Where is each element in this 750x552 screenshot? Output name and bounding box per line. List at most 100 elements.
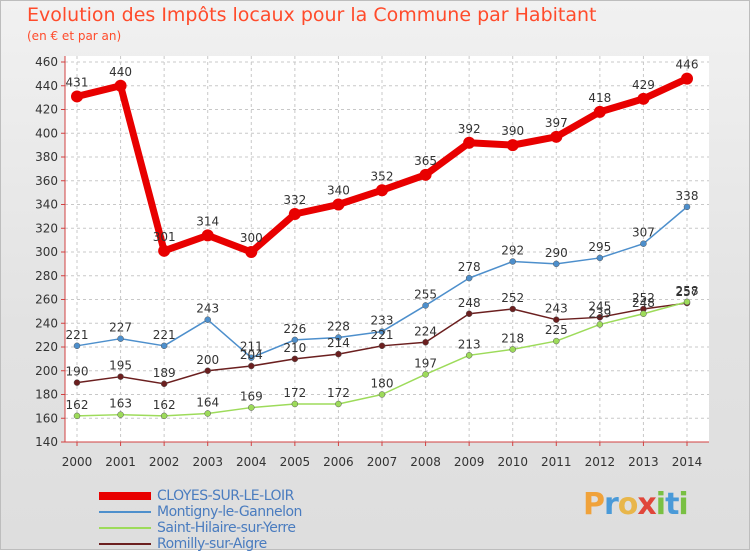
data-label: 292 (501, 244, 524, 258)
chart-title: Evolution des Impôts locaux pour la Comm… (27, 4, 597, 26)
y-tick-label: 400 (35, 126, 58, 140)
data-label: 252 (632, 291, 655, 305)
y-tick-label: 240 (35, 316, 58, 330)
data-point (378, 391, 386, 398)
data-label: 314 (196, 214, 219, 228)
legend-label: Romilly-sur-Aigre (157, 536, 267, 552)
data-label: 301 (153, 230, 176, 244)
data-label: 180 (371, 377, 394, 391)
proxiti-logo: Proxiti (583, 487, 689, 522)
y-tick-label: 160 (35, 411, 58, 425)
y-tick-label: 420 (35, 103, 58, 117)
data-point (335, 350, 342, 358)
data-label: 233 (371, 314, 394, 328)
data-label: 295 (588, 240, 611, 254)
logo-letter: i (655, 487, 666, 522)
data-point (376, 184, 388, 197)
data-point (596, 321, 604, 328)
data-label: 189 (153, 366, 176, 380)
data-label: 300 (240, 231, 263, 245)
data-point (245, 246, 258, 258)
data-point (465, 310, 473, 317)
data-label: 429 (632, 78, 655, 92)
legend-item: Montigny-le-Gannelon (99, 504, 302, 520)
data-point (422, 371, 429, 378)
data-label: 227 (109, 321, 132, 335)
y-tick-label: 320 (35, 221, 58, 235)
data-point (596, 254, 604, 262)
data-point (201, 229, 214, 242)
y-tick-label: 300 (35, 245, 58, 259)
legend-swatch (99, 492, 151, 500)
data-point (248, 404, 255, 411)
x-tick-label: 2003 (192, 455, 223, 469)
data-point (73, 412, 81, 420)
data-label: 204 (240, 348, 263, 362)
y-tick-label: 200 (35, 364, 58, 378)
data-label: 243 (545, 302, 568, 316)
data-point (73, 379, 81, 386)
y-tick-label: 340 (35, 198, 58, 212)
data-label: 190 (66, 365, 89, 379)
data-point (465, 352, 473, 359)
data-point (378, 328, 386, 335)
data-label: 365 (414, 154, 437, 168)
data-label: 218 (501, 331, 524, 345)
data-label: 210 (283, 341, 306, 355)
y-tick-label: 220 (35, 340, 58, 354)
legend-item: CLOYES-SUR-LE-LOIR (99, 488, 302, 504)
data-point (553, 337, 560, 345)
data-point (422, 339, 429, 346)
data-label: 162 (66, 398, 89, 412)
x-tick-label: 2013 (628, 455, 659, 469)
data-point (640, 240, 647, 247)
chart-subtitle: (en € et par an) (27, 29, 122, 43)
data-point (509, 346, 516, 353)
data-point (73, 342, 81, 350)
x-tick-label: 2004 (236, 455, 267, 469)
data-label: 225 (545, 323, 568, 337)
data-label: 172 (283, 386, 306, 400)
legend: CLOYES-SUR-LE-LOIR Montigny-le-Gannelon Sa… (99, 488, 302, 552)
data-point (463, 136, 476, 149)
logo-letter: i (678, 487, 688, 522)
data-point (291, 336, 299, 344)
data-point (683, 298, 691, 306)
x-tick-label: 2012 (585, 455, 616, 469)
data-label: 172 (327, 386, 350, 400)
data-point (640, 310, 647, 317)
data-point (681, 72, 693, 85)
data-label: 258 (676, 284, 699, 298)
data-label: 392 (458, 122, 481, 136)
data-label: 307 (632, 226, 655, 240)
data-label: 248 (458, 296, 481, 310)
data-point (683, 203, 691, 211)
y-tick-label: 180 (35, 388, 58, 402)
x-tick-label: 2002 (149, 455, 180, 469)
data-label: 418 (588, 91, 611, 105)
x-tick-label: 2010 (497, 455, 528, 469)
data-label: 214 (327, 336, 350, 350)
data-label: 245 (588, 299, 611, 313)
data-point (550, 130, 563, 143)
data-point (160, 412, 168, 420)
x-tick-label: 2007 (367, 455, 398, 469)
data-label: 248 (632, 296, 655, 310)
data-label: 278 (458, 260, 481, 274)
data-label: 397 (545, 116, 568, 130)
data-label: 257 (676, 285, 699, 299)
data-label: 290 (545, 246, 568, 260)
y-tick-label: 440 (35, 79, 58, 93)
y-tick-label: 140 (35, 435, 58, 449)
data-point (465, 274, 473, 282)
data-label: 224 (414, 324, 437, 338)
y-tick-label: 460 (35, 55, 58, 69)
data-label: 431 (66, 75, 89, 89)
data-label: 164 (196, 396, 219, 410)
data-point (117, 411, 124, 418)
data-point (204, 316, 211, 323)
data-label: 252 (501, 291, 524, 305)
data-label: 228 (327, 320, 350, 334)
